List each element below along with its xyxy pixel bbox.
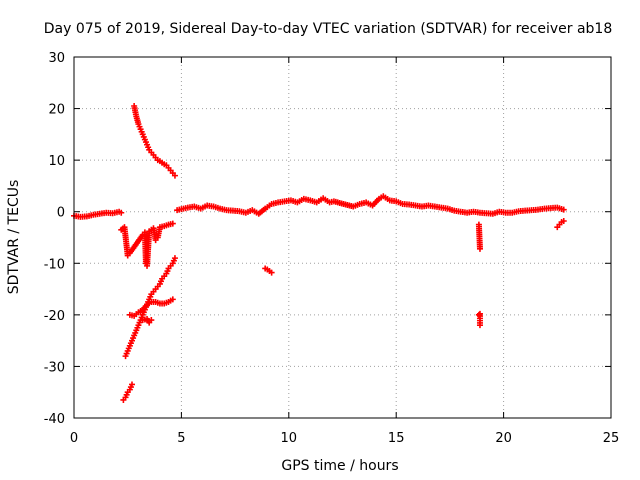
data-point-fill — [123, 391, 130, 398]
data-point-fill — [147, 293, 154, 300]
y-tick-label: -10 — [44, 257, 65, 272]
x-tick-label: 20 — [495, 431, 512, 446]
data-point-fill — [449, 206, 456, 213]
y-tick-label: -20 — [44, 309, 65, 324]
y-tick-label: 10 — [48, 154, 65, 169]
axis-ticks: 0 5 10 15 20 25 -40 -30 -20 -10 0 10 20 30 — [44, 51, 620, 446]
data-point — [560, 217, 567, 224]
data-point — [171, 172, 178, 179]
series-0 — [71, 193, 567, 220]
data-point-fill — [132, 329, 139, 336]
data-point-fill — [208, 203, 215, 210]
data-point-fill — [167, 297, 174, 304]
data-point-fill — [138, 128, 145, 135]
data-point-fill — [442, 205, 449, 212]
data-point-fill — [146, 300, 153, 307]
y-tick-label: 30 — [48, 51, 65, 66]
data-point-fill — [113, 209, 120, 216]
data-point-fill — [146, 230, 153, 237]
data-point-fill — [182, 205, 189, 212]
x-axis-label: GPS time / hours — [281, 458, 398, 474]
series-5 — [118, 220, 275, 326]
data-point-fill — [132, 111, 139, 118]
x-tick-label: 25 — [603, 431, 620, 446]
data-point-fill — [163, 222, 170, 229]
data-point-fill — [88, 212, 95, 219]
data-point-fill — [272, 199, 279, 206]
data-point-fill — [125, 345, 132, 352]
data-point-fill — [127, 384, 134, 391]
data-point-fill — [164, 268, 171, 275]
data-point-fill — [384, 195, 391, 202]
data-point-fill — [374, 197, 381, 204]
data-point-fill — [134, 119, 141, 126]
data-point-fill — [558, 205, 565, 212]
data-point-fill — [134, 324, 141, 331]
data-point-fill — [142, 139, 149, 146]
data-point-fill — [145, 144, 152, 151]
data-point-fill — [130, 335, 137, 342]
y-tick-label: -40 — [44, 412, 65, 427]
data-point-fill — [136, 319, 143, 326]
series-6 — [475, 221, 483, 329]
data-point-fill — [142, 303, 149, 310]
data-point-fill — [476, 319, 483, 326]
y-tick-label: -30 — [44, 360, 65, 375]
y-tick-label: 20 — [48, 103, 65, 118]
data-point-fill — [324, 198, 331, 205]
data-point-fill — [140, 133, 147, 140]
data-point-fill — [170, 257, 177, 264]
data-point-fill — [124, 250, 131, 257]
data-point-fill — [167, 221, 174, 228]
data-point-fill — [305, 196, 312, 203]
data-point-fill — [128, 312, 135, 319]
data-point-fill — [354, 201, 361, 208]
data-point-fill — [137, 307, 144, 314]
data-point-fill — [145, 317, 152, 324]
x-tick-label: 10 — [281, 431, 298, 446]
data-point-fill — [391, 198, 398, 205]
data-point-fill — [260, 206, 267, 213]
data-point-fill — [266, 268, 273, 275]
data-point-fill — [159, 223, 166, 230]
data-point-fill — [133, 311, 140, 318]
grid-lines — [74, 57, 611, 418]
y-tick-label: 0 — [57, 206, 65, 221]
data-point-fill — [163, 299, 170, 306]
x-tick-label: 15 — [388, 431, 405, 446]
data-point-fill — [476, 243, 483, 250]
data-point-fill — [214, 204, 221, 211]
y-axis-label: SDTVAR / TECUs — [6, 180, 22, 295]
series-1 — [131, 102, 178, 179]
data-point-fill — [141, 316, 148, 323]
data-point-fill — [136, 123, 143, 130]
data-point-fill — [123, 350, 130, 357]
series-4 — [120, 381, 135, 403]
plot-frame — [73, 56, 612, 419]
x-tick-label: 0 — [70, 431, 78, 446]
series-7 — [554, 217, 567, 231]
series-3 — [126, 296, 176, 319]
data-points — [71, 102, 567, 403]
data-point-fill — [176, 206, 183, 213]
data-point-fill — [127, 340, 134, 347]
chart-title: Day 075 of 2019, Sidereal Day-to-day VTE… — [44, 21, 613, 37]
data-point-fill — [397, 200, 404, 207]
x-tick-label: 5 — [177, 431, 185, 446]
data-point-fill — [157, 278, 164, 285]
data-point-fill — [266, 202, 273, 209]
